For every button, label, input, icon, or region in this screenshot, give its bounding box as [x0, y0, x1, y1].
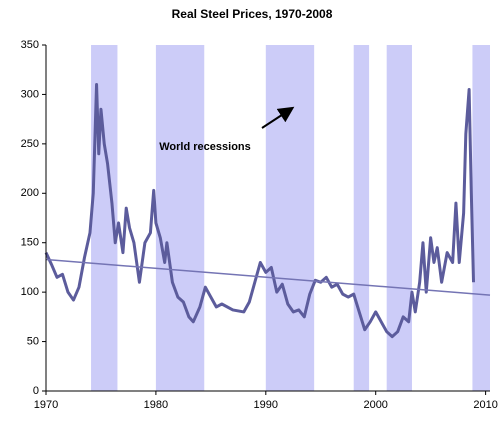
y-tick-label: 200 — [21, 187, 39, 199]
recession-band — [386, 45, 412, 391]
y-tick-label: 350 — [21, 39, 39, 51]
y-tick-label: 250 — [21, 138, 39, 150]
x-tick-label: 1980 — [144, 399, 168, 411]
y-tick-label: 300 — [21, 88, 39, 100]
chart-title: Real Steel Prices, 1970-2008 — [172, 7, 333, 21]
recession-band — [265, 45, 315, 391]
x-tick-label: 2000 — [363, 399, 387, 411]
series-line — [45, 258, 491, 296]
y-tick-label: 50 — [27, 335, 39, 347]
y-tick-label: 150 — [21, 237, 39, 249]
y-tick-label: 100 — [21, 286, 39, 298]
annotation: World recessions — [159, 141, 251, 153]
x-tick-label: 2010 — [473, 399, 497, 411]
series-line — [44, 83, 476, 339]
recession-band — [472, 45, 490, 391]
x-tick-label: 1970 — [34, 399, 58, 411]
recession-band — [155, 45, 205, 391]
y-tick-label: 0 — [33, 385, 39, 397]
recession-band — [353, 45, 370, 391]
annotation-arrow — [261, 106, 295, 129]
x-tick-label: 1990 — [254, 399, 278, 411]
